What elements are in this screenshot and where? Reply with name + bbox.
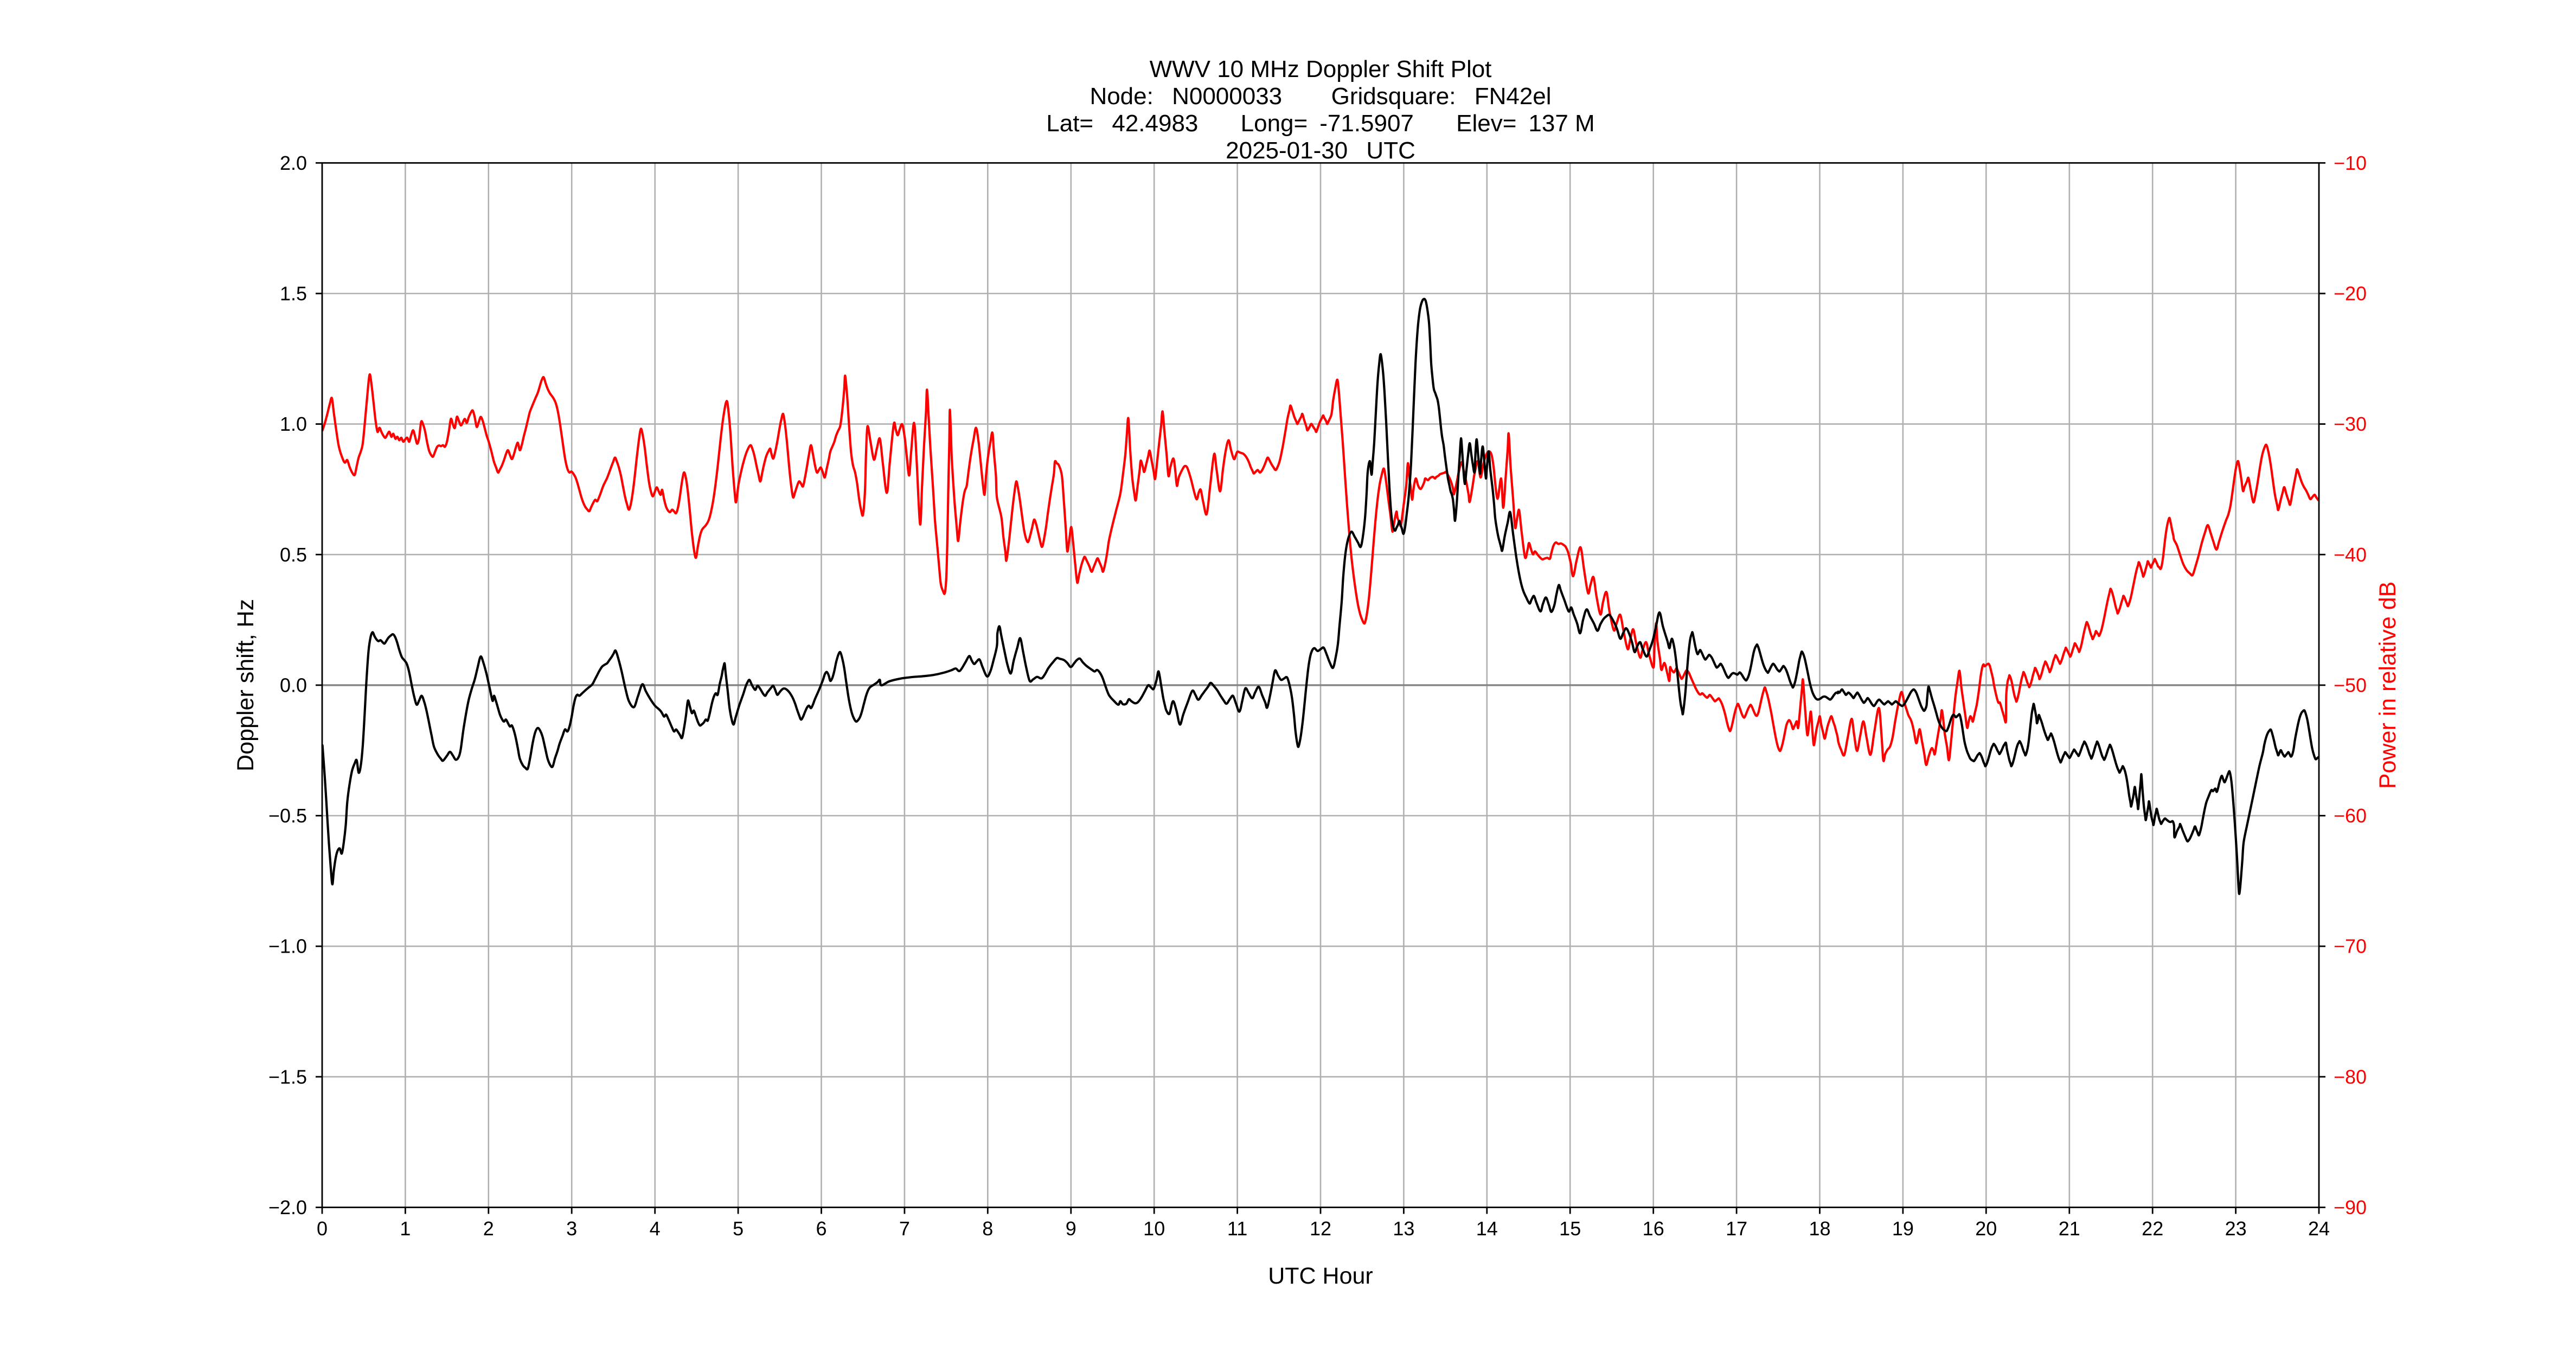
svg-text:2.0: 2.0: [280, 152, 307, 174]
svg-text:4: 4: [650, 1217, 661, 1240]
svg-text:UTC Hour: UTC Hour: [1268, 1263, 1373, 1289]
svg-text:20: 20: [1975, 1217, 1997, 1240]
svg-text:Lat= 42.4983 Long= -71.5907: Lat= 42.4983 Long= -71.5907 Elev= 137 M: [1046, 110, 1594, 137]
svg-text:21: 21: [2059, 1217, 2080, 1240]
svg-text:WWV 10 MHz Doppler Shift Plot: WWV 10 MHz Doppler Shift Plot: [1150, 56, 1492, 82]
svg-text:−0.5: −0.5: [268, 805, 307, 827]
svg-text:1.0: 1.0: [280, 413, 307, 435]
svg-text:13: 13: [1393, 1217, 1414, 1240]
svg-text:23: 23: [2225, 1217, 2247, 1240]
svg-text:3: 3: [566, 1217, 577, 1240]
svg-text:8: 8: [982, 1217, 993, 1240]
svg-text:24: 24: [2308, 1217, 2330, 1240]
svg-text:1.5: 1.5: [280, 283, 307, 305]
svg-text:−30: −30: [2334, 413, 2367, 435]
svg-text:−40: −40: [2334, 544, 2367, 566]
svg-text:10: 10: [1143, 1217, 1165, 1240]
svg-text:1: 1: [400, 1217, 411, 1240]
svg-text:22: 22: [2142, 1217, 2163, 1240]
svg-text:12: 12: [1310, 1217, 1331, 1240]
svg-text:−10: −10: [2334, 152, 2367, 174]
svg-text:−60: −60: [2334, 805, 2367, 827]
svg-text:11: 11: [1227, 1217, 1247, 1240]
svg-text:17: 17: [1726, 1217, 1747, 1240]
svg-text:−20: −20: [2334, 283, 2367, 305]
svg-text:0.0: 0.0: [280, 674, 307, 696]
svg-text:−90: −90: [2334, 1196, 2367, 1218]
svg-text:−1.0: −1.0: [268, 935, 307, 958]
svg-text:19: 19: [1892, 1217, 1914, 1240]
svg-text:0: 0: [317, 1217, 328, 1240]
svg-text:15: 15: [1559, 1217, 1581, 1240]
svg-text:Power in relative dB: Power in relative dB: [2375, 582, 2401, 789]
svg-text:2025-01-30 UTC: 2025-01-30 UTC: [1226, 137, 1415, 164]
svg-text:6: 6: [816, 1217, 826, 1240]
svg-text:−2.0: −2.0: [268, 1196, 307, 1218]
svg-text:−1.5: −1.5: [268, 1065, 307, 1088]
svg-text:7: 7: [899, 1217, 910, 1240]
svg-text:Node: N0000033 Gridsquare:: Node: N0000033 Gridsquare: FN42el: [1090, 83, 1551, 110]
svg-text:14: 14: [1476, 1217, 1498, 1240]
svg-text:18: 18: [1809, 1217, 1830, 1240]
svg-text:9: 9: [1066, 1217, 1076, 1240]
svg-text:2: 2: [483, 1217, 494, 1240]
svg-text:−50: −50: [2334, 674, 2367, 696]
svg-text:0.5: 0.5: [280, 544, 307, 566]
svg-text:Doppler shift, Hz: Doppler shift, Hz: [233, 599, 259, 771]
svg-text:−80: −80: [2334, 1065, 2367, 1088]
svg-text:16: 16: [1643, 1217, 1664, 1240]
svg-text:5: 5: [733, 1217, 744, 1240]
svg-text:−70: −70: [2334, 935, 2367, 958]
